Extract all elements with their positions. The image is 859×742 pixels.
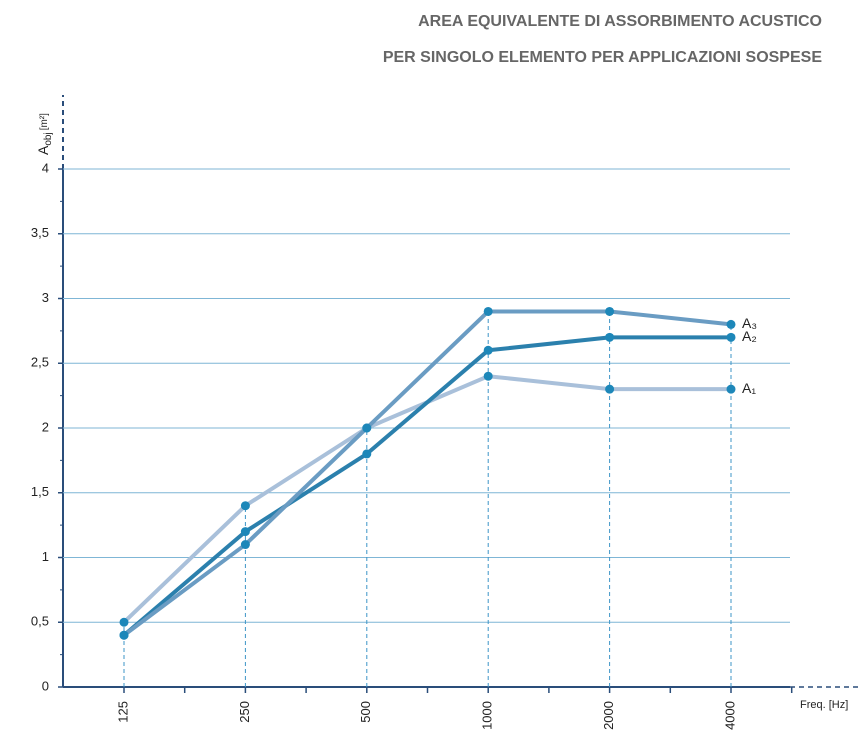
x-axis-label: Freq. [Hz] (800, 699, 848, 711)
y-tick-label: 1 (42, 549, 49, 564)
point (726, 384, 736, 394)
y-label-main: A (35, 145, 51, 155)
point (726, 319, 736, 329)
y-tick-label: 3,5 (31, 225, 49, 240)
point (362, 423, 372, 433)
legend-label: A₂ (742, 328, 757, 344)
point (483, 371, 493, 381)
series-line (122, 335, 731, 637)
series-line (122, 309, 732, 637)
y-tick-label: 0,5 (31, 614, 49, 629)
y-label-unit: [m²] (39, 113, 50, 130)
y-tick-label: 2,5 (31, 355, 49, 370)
x-tick-label: 125 (115, 701, 130, 723)
x-tick-label: 2000 (601, 701, 616, 730)
point (605, 384, 615, 394)
y-tick-label: 0 (42, 678, 49, 693)
point (119, 630, 129, 640)
x-tick-label: 4000 (722, 701, 737, 730)
point (726, 332, 736, 342)
x-tick-label: 1000 (480, 701, 495, 730)
point (605, 306, 615, 316)
legend-label: A₁ (742, 380, 756, 396)
y-label-sub: obj (43, 132, 54, 145)
x-tick-label: 500 (358, 701, 373, 723)
point (240, 540, 250, 550)
series-line (122, 374, 731, 624)
point (605, 332, 615, 342)
point (240, 527, 250, 537)
point (119, 617, 129, 627)
chart-title: PER SINGOLO ELEMENTO PER APPLICAZIONI SO… (383, 49, 823, 66)
legend-label: A₃ (742, 315, 757, 331)
y-axis-label: Aobj [m²] (35, 113, 54, 155)
y-tick-label: 3 (42, 290, 49, 305)
point (483, 345, 493, 355)
chart-title: AREA EQUIVALENTE DI ASSORBIMENTO ACUSTIC… (418, 13, 822, 30)
point (362, 449, 372, 459)
y-tick-label: 4 (42, 160, 49, 175)
point (483, 306, 493, 316)
point (240, 501, 250, 511)
y-tick-label: 2 (42, 419, 49, 434)
y-tick-label: 1,5 (31, 484, 49, 499)
x-tick-label: 250 (237, 701, 252, 723)
